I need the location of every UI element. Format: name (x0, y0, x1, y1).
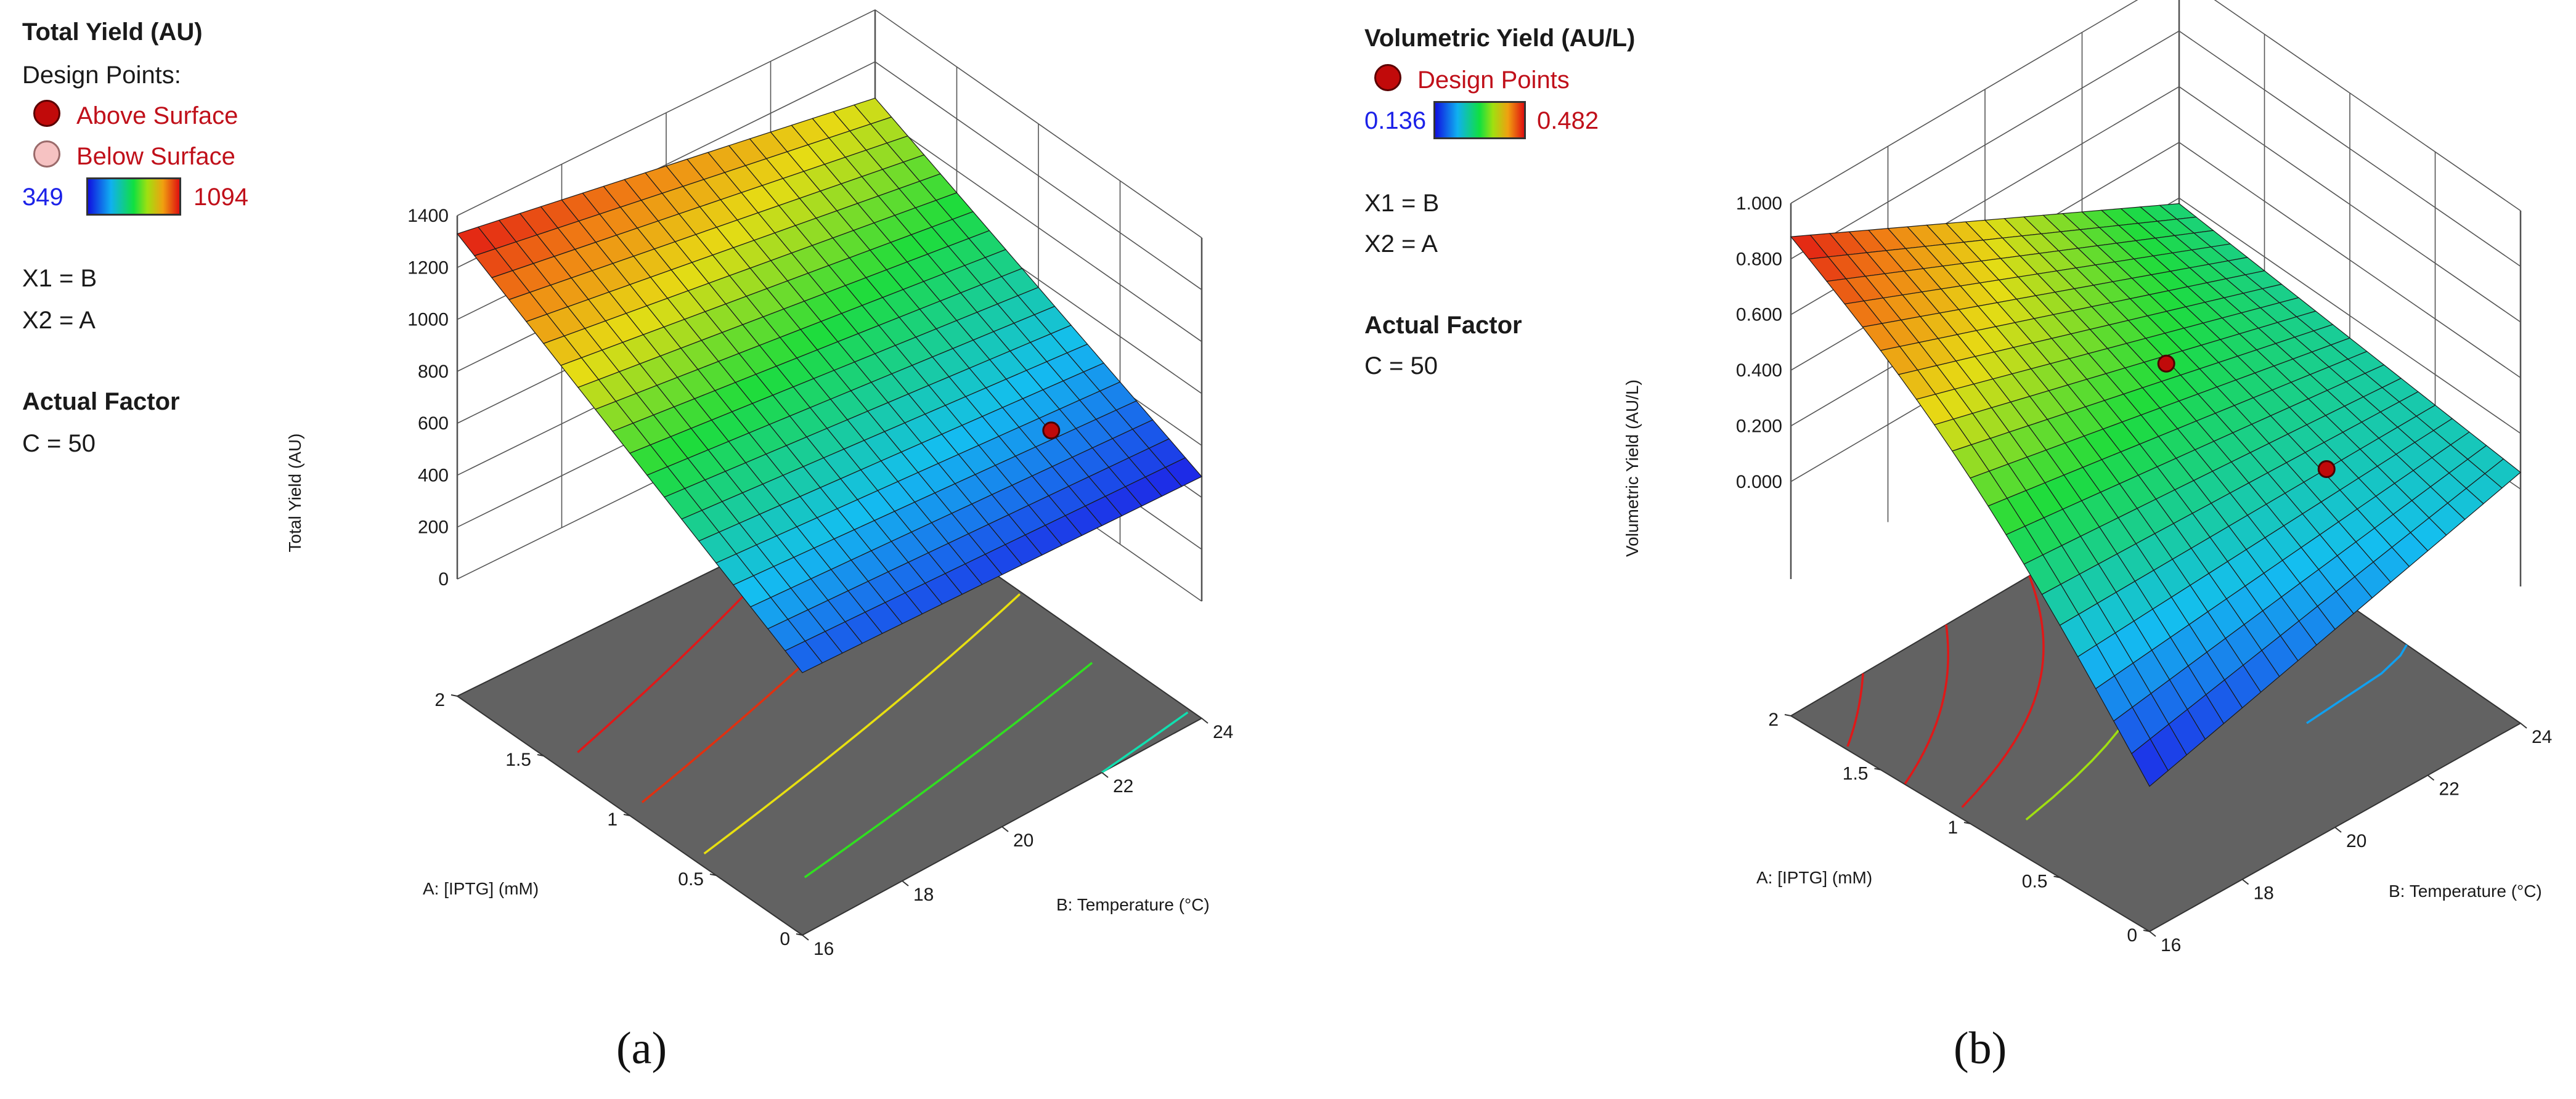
pa-z-tick-label: 600 (418, 413, 449, 434)
pb-z-tick-label: 1.000 (1736, 193, 1782, 214)
panel-a-colorbar-min: 349 (22, 184, 63, 211)
above-surface-marker-icon (33, 100, 60, 127)
pb-contour-line (1846, 673, 1864, 747)
pb-z-tick-label: 0.600 (1736, 305, 1782, 325)
pb-y-tick (2143, 930, 2150, 932)
pb-x-tick-label: 24 (2532, 727, 2552, 747)
legend-below-surface: Below Surface (76, 143, 235, 170)
caption-a: (a) (616, 1023, 667, 1074)
pb-y-tick-label: 2 (1768, 710, 1779, 730)
pb-x-axis-label: B: Temperature (°C) (2389, 882, 2542, 901)
pb-contour-line (1904, 624, 1949, 785)
pb-x-tick (2334, 827, 2342, 833)
caption-b: (b) (1954, 1023, 2007, 1074)
pb-x-tick (2520, 723, 2527, 729)
pb-contour-line (1961, 575, 2045, 808)
pa-y-tick (709, 874, 717, 876)
pa-surface-cell (785, 640, 823, 673)
pb-design-point (2317, 460, 2336, 479)
pa-z-tick-label: 800 (418, 362, 449, 382)
pa-x-tick-label: 24 (1213, 722, 1233, 742)
pb-x-tick-label: 22 (2439, 779, 2460, 800)
below-surface-marker-icon (33, 140, 60, 168)
pa-y-tick (537, 754, 544, 756)
pb-z-tick-label: 0.800 (1736, 249, 1782, 269)
pb-contour-line (2306, 644, 2408, 724)
pb-y-tick (2053, 875, 2060, 878)
pb-y-tick (1784, 714, 1791, 716)
pa-y-tick-label: 0.5 (678, 869, 704, 890)
pb-y-tick-label: 0.5 (2022, 872, 2048, 892)
pb-y-axis-label: A: [IPTG] (mM) (1756, 868, 1872, 887)
pb-x-tick-label: 20 (2346, 831, 2366, 851)
pa-x-tick (802, 935, 809, 941)
panel-b-actual-factor-value: C = 50 (1364, 352, 1438, 379)
pb-x-tick-label: 18 (2254, 883, 2274, 904)
pa-z-tick-label: 0 (438, 569, 449, 590)
pa-y-tick-label: 1.5 (505, 750, 531, 770)
pa-y-tick (796, 933, 803, 936)
pb-design-point (2157, 354, 2175, 373)
pb-x-tick (2427, 774, 2435, 781)
pa-x-tick (1201, 718, 1209, 724)
pa-y-tick-label: 2 (434, 690, 445, 710)
panel-a-x2: X2 = A (22, 307, 96, 334)
pa-z-axis-label: Total Yield (AU) (285, 434, 304, 553)
panel-a-colorbar-max: 1094 (194, 184, 248, 211)
pa-x-tick-label: 20 (1013, 830, 1033, 851)
pa-y-axis-label: A: [IPTG] (mM) (423, 879, 539, 898)
panel-b-colorbar-min: 0.136 (1364, 107, 1427, 134)
panel-b-x2: X2 = A (1364, 230, 1438, 258)
panel-b-colorbar-max: 0.482 (1537, 107, 1599, 134)
pa-x-tick (902, 880, 909, 886)
design-points-marker-icon (1374, 64, 1401, 91)
pb-z-tick-label: 0.000 (1736, 472, 1782, 492)
panel-a-colorbar (86, 177, 181, 216)
pa-y-tick (623, 814, 630, 816)
pa-x-tick-label: 22 (1113, 776, 1133, 797)
pa-z-tick-label: 1200 (407, 258, 449, 278)
pa-contour-line (703, 593, 1021, 855)
pb-y-tick (1963, 822, 1971, 824)
pb-y-tick-label: 1 (1947, 817, 1958, 838)
pb-y-tick-label: 0 (2127, 925, 2137, 946)
pb-z-tick-label: 0.200 (1736, 416, 1782, 436)
pa-contour-line (1101, 711, 1189, 774)
pb-surface-cell (2131, 738, 2169, 787)
pb-z-axis-label: Volumetric Yield (AU/L) (1623, 379, 1642, 557)
panel-b-x1: X1 = B (1364, 190, 1440, 217)
pa-z-tick-label: 400 (418, 465, 449, 485)
pa-y-tick (450, 694, 458, 697)
pa-x-tick-label: 16 (813, 939, 834, 959)
pb-x-tick (2241, 878, 2249, 885)
panel-a-actual-factor-heading: Actual Factor (22, 388, 180, 415)
pa-z-tick-label: 1400 (407, 206, 449, 226)
panel-b-title: Volumetric Yield (AU/L) (1364, 25, 1636, 52)
pa-z-tick-label: 1000 (407, 310, 449, 330)
legend-above-surface: Above Surface (76, 102, 238, 129)
pb-y-tick (1874, 768, 1881, 771)
pb-z-gridline (1790, 0, 2521, 211)
pa-x-tick-label: 18 (913, 885, 934, 905)
pb-x-tick-label: 16 (2161, 935, 2181, 955)
legend-design-points: Design Points (1417, 67, 1570, 94)
pa-contour-line (804, 662, 1093, 878)
pa-x-tick (1101, 772, 1109, 778)
panel-b-actual-factor-heading: Actual Factor (1364, 312, 1522, 339)
pa-design-point (1042, 421, 1061, 440)
pb-x-tick (2149, 931, 2156, 937)
pb-y-tick-label: 1.5 (1843, 764, 1869, 784)
panel-a-actual-factor-value: C = 50 (22, 430, 96, 457)
pa-x-tick (1001, 826, 1009, 832)
panel-a-x1: X1 = B (22, 265, 97, 292)
pa-x-axis-label: B: Temperature (°C) (1056, 895, 1210, 914)
pa-y-tick-label: 0 (780, 929, 790, 949)
panel-a-title: Total Yield (AU) (22, 18, 203, 46)
panel-a-legend-heading: Design Points: (22, 62, 181, 89)
pa-y-tick-label: 1 (607, 809, 618, 830)
panel-b-colorbar (1433, 101, 1526, 139)
pa-z-tick-label: 200 (418, 517, 449, 538)
pb-z-tick-label: 0.400 (1736, 360, 1782, 381)
